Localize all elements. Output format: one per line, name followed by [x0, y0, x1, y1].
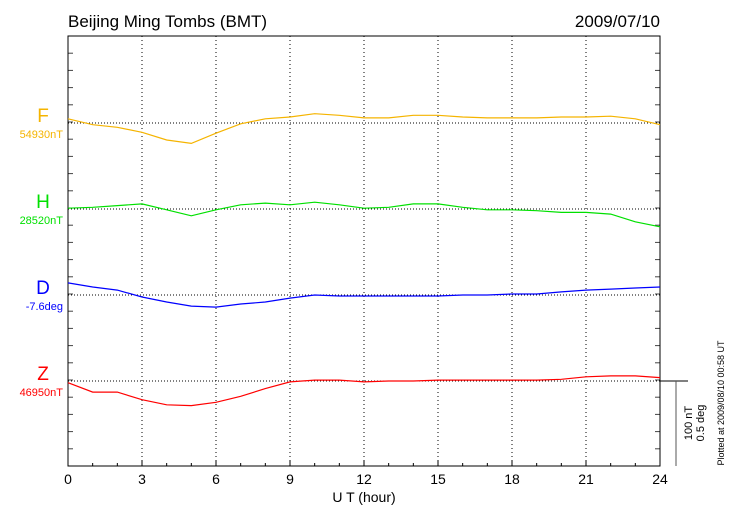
x-tick-label: 18: [504, 471, 520, 487]
series-baseline-h: 28520nT: [20, 215, 64, 227]
series-name-h: H: [36, 192, 50, 213]
series-baseline-f: 54930nT: [20, 129, 64, 141]
trace-d: [67, 282, 661, 308]
series-name-z: Z: [37, 364, 49, 385]
x-tick-label: 9: [286, 471, 294, 487]
plotted-at-footer: Plotted at 2009/08/10 00:58 UT: [716, 340, 726, 466]
x-tick-label: 24: [652, 471, 668, 487]
chart-title: Beijing Ming Tombs (BMT): [68, 12, 267, 31]
trace-h: [67, 201, 661, 228]
scale-bar-nt-label: 100 nT: [683, 406, 695, 441]
trace-f: [67, 113, 661, 145]
x-tick-label: 15: [430, 471, 446, 487]
chart-date: 2009/07/10: [575, 12, 660, 31]
x-tick-label: 6: [212, 471, 220, 487]
series-name-d: D: [36, 278, 50, 299]
series-baseline-d: -7.6deg: [26, 301, 63, 313]
x-tick-label: 3: [138, 471, 146, 487]
x-tick-label: 21: [578, 471, 594, 487]
scale-bar-deg-label: 0.5 deg: [695, 405, 707, 442]
grid: [68, 36, 660, 466]
x-tick-label: 0: [64, 471, 72, 487]
x-axis-label: U T (hour): [332, 489, 395, 505]
series-name-f: F: [37, 106, 49, 127]
series-labels: F 54930nT H 28520nT D -7.6deg Z 46950nT: [20, 106, 64, 399]
plot-frame: [67, 35, 661, 467]
scale-bar: 100 nT 0.5 deg: [660, 380, 707, 466]
axes: [67, 35, 661, 467]
trace-z: [67, 375, 661, 407]
x-tick-labels: 0 3 6 9 12 15 18 21 24: [64, 471, 668, 487]
series-baseline-z: 46950nT: [20, 387, 64, 399]
traces: [67, 113, 661, 407]
x-tick-label: 12: [356, 471, 372, 487]
